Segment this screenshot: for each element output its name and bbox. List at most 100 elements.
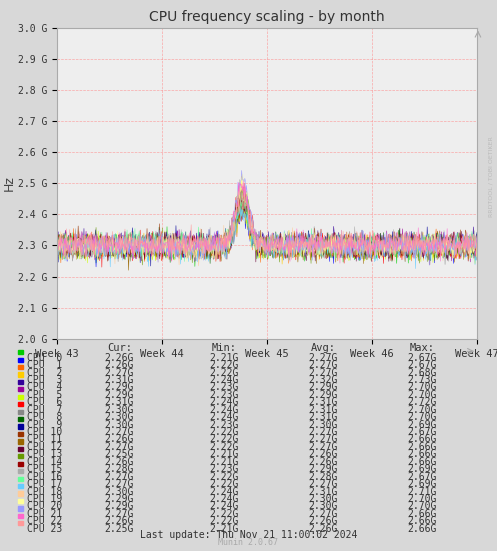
Text: CPU  8: CPU 8 (27, 412, 63, 422)
Text: CPU  3: CPU 3 (27, 375, 63, 385)
Text: Cur:: Cur: (107, 343, 132, 353)
Text: 2.27G: 2.27G (104, 427, 134, 437)
Text: 2.30G: 2.30G (308, 420, 338, 430)
Text: CPU 19: CPU 19 (27, 494, 63, 504)
Text: 2.68G: 2.68G (408, 368, 437, 377)
Text: 2.27G: 2.27G (308, 509, 338, 519)
Text: Min:: Min: (211, 343, 236, 353)
Text: 2.24G: 2.24G (209, 494, 239, 504)
Text: 2.26G: 2.26G (104, 516, 134, 526)
Text: CPU 12: CPU 12 (27, 442, 63, 452)
Text: CPU 21: CPU 21 (27, 509, 63, 519)
Text: 2.67G: 2.67G (408, 353, 437, 363)
Text: 2.27G: 2.27G (104, 442, 134, 452)
Text: 2.28G: 2.28G (308, 472, 338, 482)
Text: CPU  6: CPU 6 (27, 397, 63, 407)
Text: Last update: Thu Nov 21 11:00:02 2024: Last update: Thu Nov 21 11:00:02 2024 (140, 530, 357, 540)
Text: 2.24G: 2.24G (209, 375, 239, 385)
Text: 2.22G: 2.22G (209, 434, 239, 445)
Text: 2.27G: 2.27G (104, 509, 134, 519)
Text: 2.24G: 2.24G (209, 397, 239, 407)
Text: CPU  0: CPU 0 (27, 353, 63, 363)
Text: 2.31G: 2.31G (104, 375, 134, 385)
Text: 2.70G: 2.70G (408, 501, 437, 511)
Text: 2.23G: 2.23G (209, 390, 239, 400)
Text: 2.26G: 2.26G (104, 360, 134, 370)
Text: 2.22G: 2.22G (209, 479, 239, 489)
Text: Max:: Max: (410, 343, 435, 353)
Text: 2.30G: 2.30G (308, 494, 338, 504)
Text: CPU  9: CPU 9 (27, 420, 63, 430)
Text: 2.29G: 2.29G (308, 390, 338, 400)
Text: CPU 18: CPU 18 (27, 487, 63, 496)
Text: 2.32G: 2.32G (308, 375, 338, 385)
Text: 2.31G: 2.31G (308, 487, 338, 496)
Text: CPU 17: CPU 17 (27, 479, 63, 489)
Text: 2.24G: 2.24G (209, 412, 239, 422)
Text: 2.67G: 2.67G (408, 472, 437, 482)
Text: CPU 10: CPU 10 (27, 427, 63, 437)
Text: CPU 13: CPU 13 (27, 450, 63, 460)
Text: 2.27G: 2.27G (308, 434, 338, 445)
Text: 2.70G: 2.70G (408, 404, 437, 415)
Text: 2.22G: 2.22G (209, 442, 239, 452)
Text: 2.30G: 2.30G (308, 501, 338, 511)
Text: 2.66G: 2.66G (408, 450, 437, 460)
Text: 2.67G: 2.67G (408, 427, 437, 437)
Text: 2.26G: 2.26G (104, 353, 134, 363)
Text: 2.72G: 2.72G (408, 397, 437, 407)
Text: 2.66G: 2.66G (408, 442, 437, 452)
Text: CPU 20: CPU 20 (27, 501, 63, 511)
Text: Avg:: Avg: (311, 343, 335, 353)
Text: 2.29G: 2.29G (308, 464, 338, 474)
Text: 2.22G: 2.22G (209, 427, 239, 437)
Text: 2.70G: 2.70G (408, 494, 437, 504)
Text: 2.30G: 2.30G (104, 420, 134, 430)
Text: 2.28G: 2.28G (104, 464, 134, 474)
Text: CPU  2: CPU 2 (27, 368, 63, 377)
Text: 2.29G: 2.29G (104, 382, 134, 392)
Y-axis label: Hz: Hz (2, 175, 15, 191)
Text: CPU 23: CPU 23 (27, 523, 63, 534)
Text: 2.30G: 2.30G (104, 487, 134, 496)
Text: CPU  1: CPU 1 (27, 360, 63, 370)
Text: Munin 2.0.67: Munin 2.0.67 (219, 538, 278, 547)
Text: CPU 11: CPU 11 (27, 434, 63, 445)
Text: 2.66G: 2.66G (408, 457, 437, 467)
Text: 2.24G: 2.24G (209, 404, 239, 415)
Text: 2.69G: 2.69G (408, 420, 437, 430)
Text: 2.24G: 2.24G (209, 501, 239, 511)
Text: 2.29G: 2.29G (104, 494, 134, 504)
Text: 2.70G: 2.70G (408, 412, 437, 422)
Text: 2.27G: 2.27G (104, 368, 134, 377)
Text: CPU  4: CPU 4 (27, 382, 63, 392)
Text: 2.24G: 2.24G (209, 487, 239, 496)
Text: 2.70G: 2.70G (408, 390, 437, 400)
Text: 2.26G: 2.26G (308, 523, 338, 534)
Text: 2.66G: 2.66G (408, 509, 437, 519)
Text: 2.26G: 2.26G (104, 434, 134, 445)
Text: 2.69G: 2.69G (408, 464, 437, 474)
Text: 2.30G: 2.30G (104, 412, 134, 422)
Text: 2.30G: 2.30G (104, 404, 134, 415)
Text: 2.21G: 2.21G (209, 457, 239, 467)
Text: 2.27G: 2.27G (308, 479, 338, 489)
Text: CPU  5: CPU 5 (27, 390, 63, 400)
Text: 2.66G: 2.66G (408, 523, 437, 534)
Text: 2.29G: 2.29G (308, 382, 338, 392)
Text: 2.21G: 2.21G (209, 353, 239, 363)
Text: CPU 16: CPU 16 (27, 472, 63, 482)
Text: 2.70G: 2.70G (408, 382, 437, 392)
Text: 2.27G: 2.27G (308, 353, 338, 363)
Text: 2.69G: 2.69G (408, 479, 437, 489)
Text: 2.21G: 2.21G (209, 523, 239, 534)
Text: 2.67G: 2.67G (408, 360, 437, 370)
Text: RRDTOOL / TOBI OETIKER: RRDTOOL / TOBI OETIKER (489, 136, 494, 217)
Text: 2.31G: 2.31G (308, 412, 338, 422)
Text: 2.22G: 2.22G (209, 509, 239, 519)
Text: 2.27G: 2.27G (308, 368, 338, 377)
Text: 2.27G: 2.27G (104, 472, 134, 482)
Text: CPU  7: CPU 7 (27, 404, 63, 415)
Text: 2.66G: 2.66G (408, 434, 437, 445)
Text: 2.22G: 2.22G (209, 472, 239, 482)
